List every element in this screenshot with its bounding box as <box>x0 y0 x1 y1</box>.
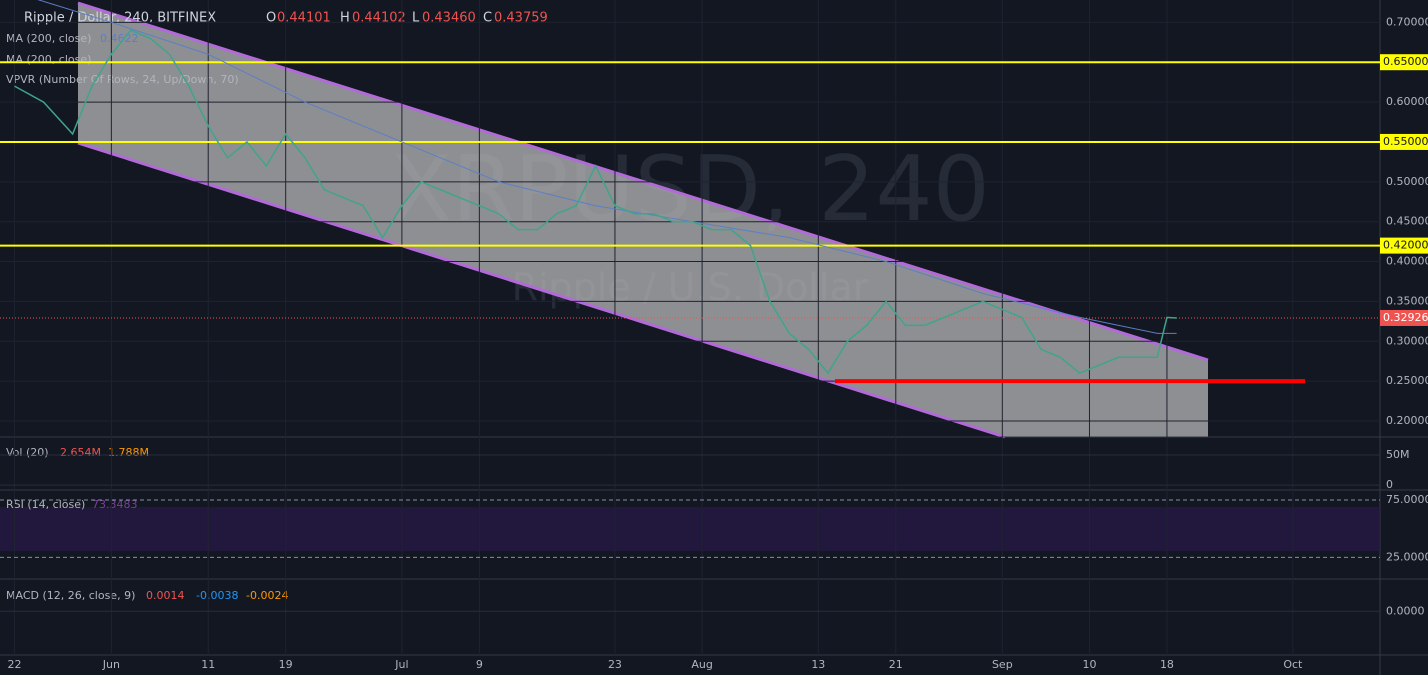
y-tick-label: 0.70000 <box>1386 15 1428 28</box>
ohlc-value: 0.43759 <box>494 11 548 26</box>
rsi-value: 73.3483 <box>92 498 138 511</box>
study-label: VPVR (Number Of Rows, 24, Up/Down, 70) <box>6 73 239 86</box>
last-price-tag <box>1380 309 1428 326</box>
ohlc-value: 0.43460 <box>422 11 476 26</box>
last-price-label: 0.32926 <box>1383 311 1428 324</box>
ohlc-key: O <box>266 11 276 26</box>
vol-ma-value: 1.788M <box>108 446 149 459</box>
level-label: 0.42000 <box>1383 239 1428 252</box>
y-tick-label: 0.60000 <box>1386 95 1428 108</box>
x-tick-label: 10 <box>1082 658 1096 671</box>
channel-lower <box>77 141 1006 439</box>
x-tick-label: Jun <box>102 658 120 671</box>
study-value: 0.4622 <box>100 32 139 45</box>
y-tick-label: 0.0000 <box>1386 604 1425 617</box>
x-tick-label: 9 <box>476 658 483 671</box>
y-tick-label: 0.30000 <box>1386 334 1428 347</box>
vol-label: Vol (20) <box>6 446 49 459</box>
study-label: MA (200, close) <box>6 32 91 45</box>
study-label: MA (200, close) <box>6 53 91 66</box>
x-tick-label: 23 <box>608 658 622 671</box>
y-tick-label: 0.45000 <box>1386 215 1428 228</box>
x-tick-label: 19 <box>279 658 293 671</box>
y-tick-label: 0.25000 <box>1386 374 1428 387</box>
level-tag <box>1380 237 1428 254</box>
macd-label: MACD (12, 26, close, 9) <box>6 589 135 602</box>
channel <box>78 3 1208 437</box>
x-tick-label: 22 <box>8 658 22 671</box>
y-tick-label: 0.35000 <box>1386 294 1428 307</box>
level-label: 0.65000 <box>1383 55 1428 68</box>
level-tag <box>1380 54 1428 71</box>
ohlc-value: 0.44102 <box>352 11 406 26</box>
x-tick-label: Jul <box>394 658 408 671</box>
y-tick-label: 0 <box>1386 478 1393 491</box>
x-tick-label: 13 <box>811 658 825 671</box>
y-tick-label: 0.50000 <box>1386 175 1428 188</box>
ohlc-value: 0.44101 <box>277 11 331 26</box>
vol-value: 2.654M <box>60 446 101 459</box>
x-tick-label: 18 <box>1160 658 1174 671</box>
rsi-label: RSI (14, close) <box>6 498 85 511</box>
rsi-band <box>0 507 1380 551</box>
macd-value: 0.0014 <box>146 589 185 602</box>
ohlc-key: L <box>412 11 420 26</box>
macd-value: -0.0038 <box>196 589 238 602</box>
ohlc-key: C <box>483 11 492 26</box>
price-line <box>14 29 1177 375</box>
level-tag <box>1380 133 1428 150</box>
x-tick-label: Sep <box>992 658 1013 671</box>
x-tick-label: Aug <box>691 658 712 671</box>
ohlc-key: H <box>340 11 350 26</box>
x-tick-label: 21 <box>889 658 903 671</box>
y-tick-label: 75.0000 <box>1386 493 1428 506</box>
y-tick-label: 0.40000 <box>1386 255 1428 268</box>
y-tick-label: 25.0000 <box>1386 550 1428 563</box>
x-tick-label: Oct <box>1283 658 1303 671</box>
symbol: Ripple / Dollar, 240, BITFINEX <box>24 11 216 26</box>
level-label: 0.55000 <box>1383 135 1428 148</box>
macd-value: -0.0024 <box>246 589 288 602</box>
y-tick-label: 0.20000 <box>1386 414 1428 427</box>
x-tick-label: 11 <box>201 658 215 671</box>
y-tick-label: 50M <box>1386 448 1410 461</box>
